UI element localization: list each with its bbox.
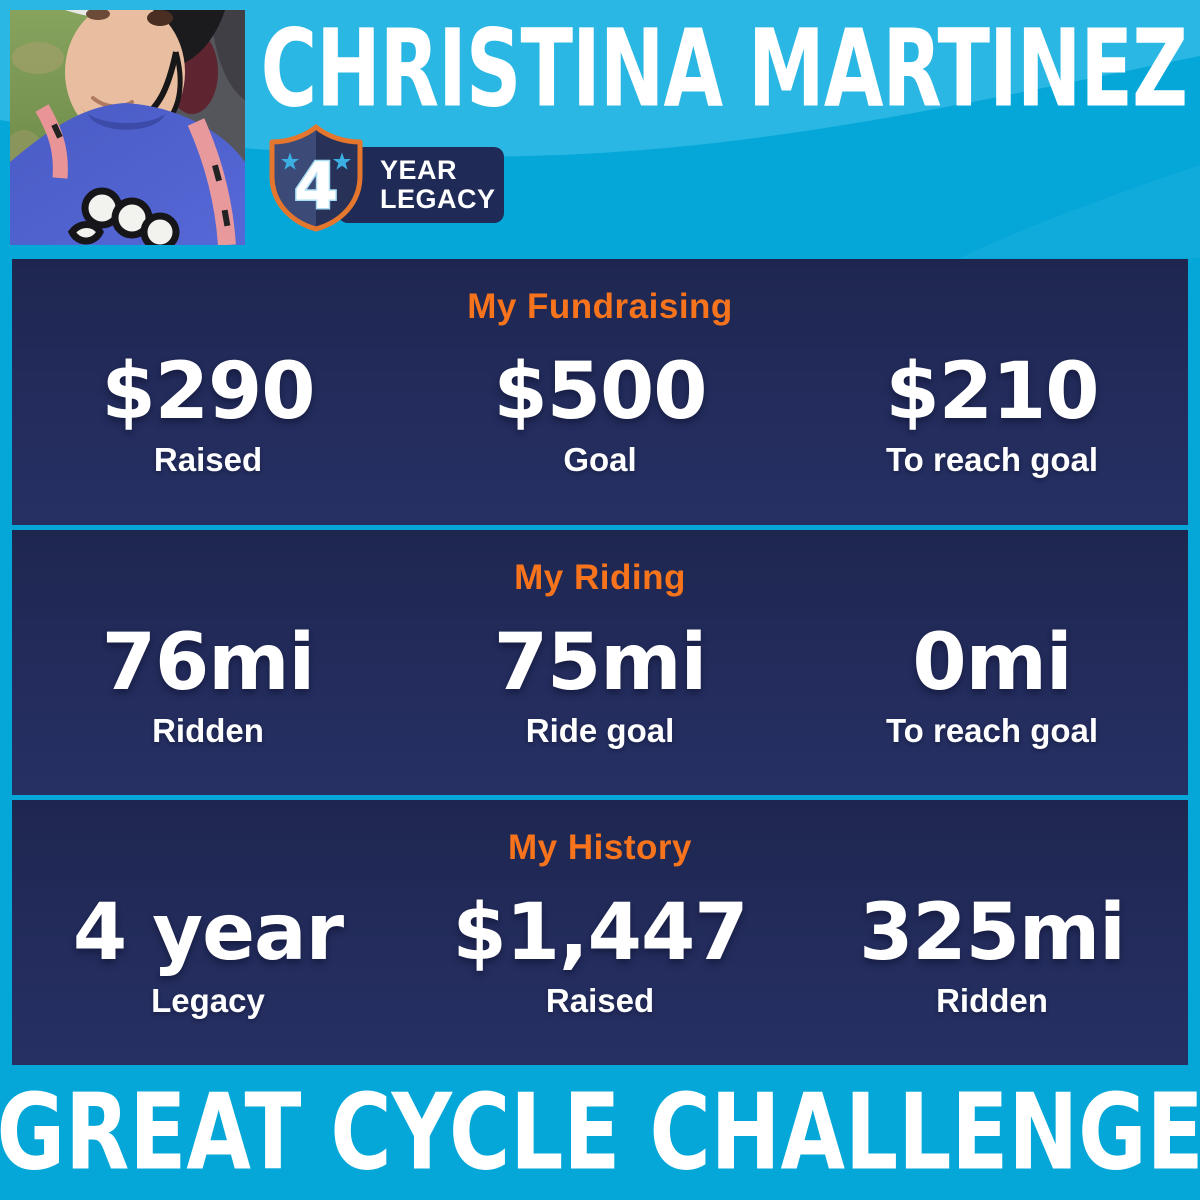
riding-stats: 76mi Ridden 75mi Ride goal 0mi To reach … (12, 624, 1188, 750)
panel-riding: My Riding 76mi Ridden 75mi Ride goal 0mi… (12, 530, 1188, 795)
rider-name: CHRISTINA MARTINEZ (256, 7, 1192, 131)
stat-value: 325mi (859, 888, 1126, 978)
header: CHRISTINA MARTINEZ YEAR LEGACY (0, 0, 1200, 258)
stat-value: $290 (101, 347, 315, 437)
stat-label: Raised (545, 982, 655, 1019)
stat-value: 75mi (493, 618, 708, 708)
history-stats: 4 year Legacy $1,447 Raised 325mi Ridden (12, 894, 1188, 1020)
stat-label: Goal (563, 441, 637, 478)
event-title: GREAT CYCLE CHALLENGE (0, 1071, 1200, 1194)
stat-total-raised: $1,447 Raised (404, 894, 796, 1020)
panel-history-title: My History (508, 828, 692, 867)
star-icon-right (332, 152, 352, 170)
stat-value: $1,447 (452, 888, 749, 978)
panel-history: My History 4 year Legacy $1,447 Raised 3… (12, 800, 1188, 1065)
stat-label: Ridden (936, 982, 1048, 1019)
stat-value: $500 (493, 347, 707, 437)
panel-fundraising: My Fundraising $290 Raised $500 Goal $21… (12, 259, 1188, 525)
shield-icon: 4 (269, 124, 363, 232)
profile-photo (10, 10, 245, 245)
stat-label: Raised (153, 441, 263, 478)
stat-value: 76mi (101, 618, 316, 708)
stat-label: To reach goal (885, 441, 1099, 478)
stat-legacy: 4 year Legacy (12, 894, 404, 1020)
badge-label-line2: LEGACY (380, 184, 496, 214)
stat-total-ridden: 325mi Ridden (796, 894, 1188, 1020)
badge-year-number: 4 (294, 150, 339, 224)
stat-ride-goal: 75mi Ride goal (404, 624, 796, 750)
stat-value: 0mi (912, 618, 1072, 708)
badge-label-line1: YEAR (380, 155, 458, 186)
star-icon-left (280, 152, 300, 170)
stat-to-reach-ride-goal: 0mi To reach goal (796, 624, 1188, 750)
legacy-badge-label: YEAR LEGACY (338, 147, 504, 223)
stat-goal: $500 Goal (404, 353, 796, 479)
stat-value: 4 year (72, 888, 344, 978)
legacy-badge: YEAR LEGACY 4 (266, 124, 506, 232)
stat-label: To reach goal (885, 712, 1099, 749)
panel-riding-title: My Riding (514, 558, 686, 597)
stat-ridden: 76mi Ridden (12, 624, 404, 750)
stat-to-reach-goal: $210 To reach goal (796, 353, 1188, 479)
footer: GREAT CYCLE CHALLENGE (0, 1065, 1200, 1200)
stat-label: Legacy (151, 982, 265, 1019)
rider-name-text: CHRISTINA MARTINEZ (260, 7, 1188, 131)
panel-fundraising-title: My Fundraising (467, 287, 733, 326)
stat-label: Ridden (152, 712, 264, 749)
stat-value: $210 (885, 347, 1099, 437)
stat-label: Ride goal (525, 712, 675, 749)
stat-raised: $290 Raised (12, 353, 404, 479)
fundraising-stats: $290 Raised $500 Goal $210 To reach goal (12, 353, 1188, 479)
